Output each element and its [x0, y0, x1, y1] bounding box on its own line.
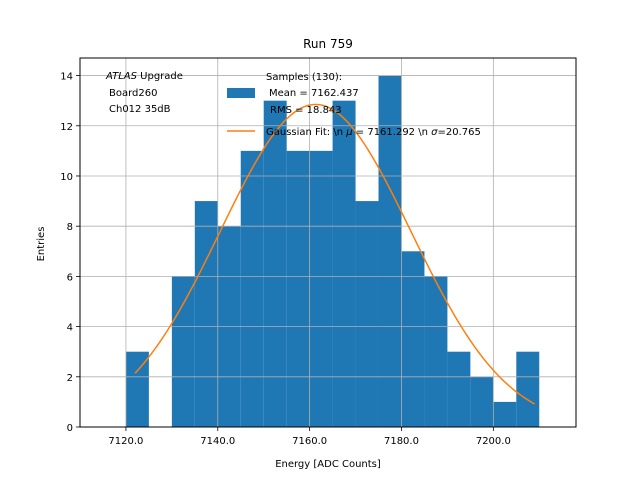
y-tick-label: 8	[67, 222, 73, 233]
annotation-line-2: Board260	[109, 88, 157, 99]
legend-fit-label: Gaussian Fit: \n μ = 7161.292 \n σ=20.76…	[266, 127, 481, 138]
y-tick-label: 0	[67, 423, 73, 434]
x-tick-label: 7120.0	[108, 436, 143, 447]
chart-title: Run 759	[303, 37, 353, 51]
y-axis-label: Entries	[36, 227, 47, 262]
histogram-bar	[470, 376, 494, 427]
histogram-bar	[516, 351, 540, 427]
legend-fit-part-a: Gaussian Fit: \n	[266, 127, 346, 138]
y-axis-ticks: 0 2 4 6 8 10 12 14	[60, 72, 80, 434]
y-tick-label: 14	[60, 72, 73, 83]
annotation-upgrade: Upgrade	[137, 71, 183, 82]
x-tick-label: 7160.0	[292, 436, 327, 447]
y-tick-label: 6	[67, 272, 73, 283]
x-tick-label: 7200.0	[476, 436, 511, 447]
legend-fit-part-b: = 7161.292 \n	[353, 127, 432, 138]
y-tick-label: 12	[60, 122, 73, 133]
histogram-bar	[424, 276, 448, 427]
atlas-annotation: ATLAS Upgrade Board260 Ch012 35dB	[105, 71, 183, 115]
histogram-bar	[263, 100, 287, 428]
legend-mean: Mean = 7162.437	[269, 88, 359, 99]
x-tick-label: 7180.0	[384, 436, 419, 447]
legend: Samples (130): Mean = 7162.437 RMS = 18.…	[227, 72, 481, 138]
annotation-line-1: ATLAS Upgrade	[105, 71, 183, 82]
gaussian-fit-line	[134, 103, 536, 405]
legend-histogram-swatch	[227, 88, 255, 98]
legend-fit-sigma: σ	[431, 127, 438, 138]
histogram-bar	[194, 201, 218, 427]
histogram-bar	[401, 251, 425, 427]
legend-fit-mu: μ	[345, 127, 352, 138]
plot-frame	[79, 57, 577, 428]
histogram-bar	[332, 100, 356, 428]
histogram-bar	[447, 351, 471, 427]
x-tick-label: 7140.0	[200, 436, 235, 447]
histogram-bar	[240, 150, 264, 427]
y-tick-label: 2	[67, 373, 73, 384]
y-tick-label: 10	[60, 172, 73, 183]
gaussian-fit-curve	[134, 103, 536, 405]
annotation-line-3: Ch012 35dB	[109, 104, 171, 115]
histogram-bar	[309, 150, 333, 427]
y-tick-label: 4	[67, 323, 73, 334]
x-axis-ticks: 7120.0 7140.0 7160.0 7180.0 7200.0	[108, 427, 511, 447]
histogram-bar	[378, 75, 402, 428]
histogram-bar	[355, 201, 379, 427]
histogram-bar	[286, 150, 310, 427]
legend-title: Samples (130):	[266, 72, 342, 83]
legend-rms: RMS = 18.843	[270, 105, 342, 116]
annotation-atlas: ATLAS	[105, 71, 138, 82]
x-axis-label: Energy [ADC Counts]	[275, 459, 381, 470]
histogram-bar	[171, 276, 195, 427]
legend-fit-part-c: =20.765	[437, 127, 480, 138]
histogram-bar	[125, 351, 149, 427]
histogram-bar	[493, 401, 517, 427]
